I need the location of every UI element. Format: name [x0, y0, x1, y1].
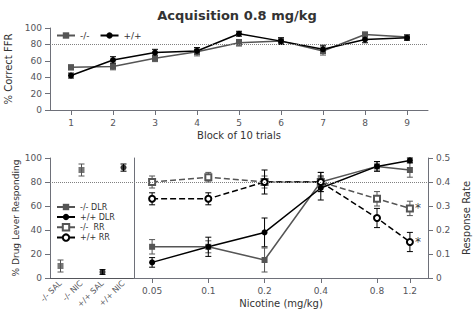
svg-text:% Drug Lever Responding: % Drug Lever Responding [11, 160, 21, 277]
svg-text:5: 5 [236, 118, 242, 128]
svg-text:60: 60 [31, 56, 43, 66]
svg-text:20: 20 [31, 249, 43, 259]
svg-text:9: 9 [404, 118, 410, 128]
svg-text:40: 40 [31, 225, 43, 235]
svg-text:+/+ DLR: +/+ DLR [80, 213, 115, 222]
svg-text:8: 8 [362, 118, 368, 128]
svg-text:60: 60 [31, 201, 43, 211]
svg-text:+/+ RR: +/+ RR [80, 233, 110, 242]
svg-text:0.1: 0.1 [201, 286, 215, 296]
svg-text:40: 40 [31, 72, 43, 82]
svg-text:-/- SAL: -/- SAL [39, 278, 64, 303]
svg-text:1: 1 [68, 118, 74, 128]
svg-text:80: 80 [31, 39, 43, 49]
svg-text:0.1: 0.1 [436, 249, 450, 259]
svg-text:+/+ NIC: +/+ NIC [97, 279, 127, 309]
svg-text:0: 0 [36, 273, 42, 283]
svg-text:+/+: +/+ [124, 31, 142, 41]
svg-text:0.4: 0.4 [436, 177, 451, 187]
svg-text:-/- NIC: -/- NIC [60, 278, 85, 303]
svg-text:7: 7 [320, 118, 326, 128]
svg-text:0.05: 0.05 [142, 286, 162, 296]
svg-text:*: * [415, 235, 421, 249]
svg-text:6: 6 [278, 118, 284, 128]
svg-text:2: 2 [110, 118, 116, 128]
svg-text:0: 0 [36, 105, 42, 115]
svg-text:*: * [415, 201, 421, 215]
svg-text:0.3: 0.3 [436, 201, 450, 211]
svg-text:0.4: 0.4 [314, 286, 329, 296]
svg-text:-/- RR: -/- RR [80, 223, 105, 232]
svg-text:Nicotine (mg/kg): Nicotine (mg/kg) [239, 298, 323, 309]
svg-text:20: 20 [31, 89, 43, 99]
svg-text:% Correct FFR: % Correct FFR [3, 34, 14, 105]
svg-text:0.5: 0.5 [436, 153, 450, 163]
svg-text:3: 3 [152, 118, 158, 128]
svg-text:0.8: 0.8 [370, 286, 385, 296]
svg-text:1.2: 1.2 [403, 286, 417, 296]
svg-text:100: 100 [25, 23, 42, 33]
svg-text:Block of 10 trials: Block of 10 trials [197, 130, 281, 141]
svg-text:0.2: 0.2 [436, 225, 450, 235]
svg-text:-/- DLR: -/- DLR [80, 203, 108, 212]
svg-text:Acquisition 0.8 mg/kg: Acquisition 0.8 mg/kg [157, 8, 316, 23]
svg-text:0.2: 0.2 [257, 286, 271, 296]
svg-text:100: 100 [25, 153, 42, 163]
svg-text:80: 80 [31, 177, 43, 187]
svg-text:+/+ SAL: +/+ SAL [75, 278, 106, 309]
svg-text:4: 4 [194, 118, 200, 128]
svg-text:Response Rate: Response Rate [461, 181, 472, 255]
svg-text:-/-: -/- [80, 31, 90, 41]
svg-text:0: 0 [436, 273, 442, 283]
